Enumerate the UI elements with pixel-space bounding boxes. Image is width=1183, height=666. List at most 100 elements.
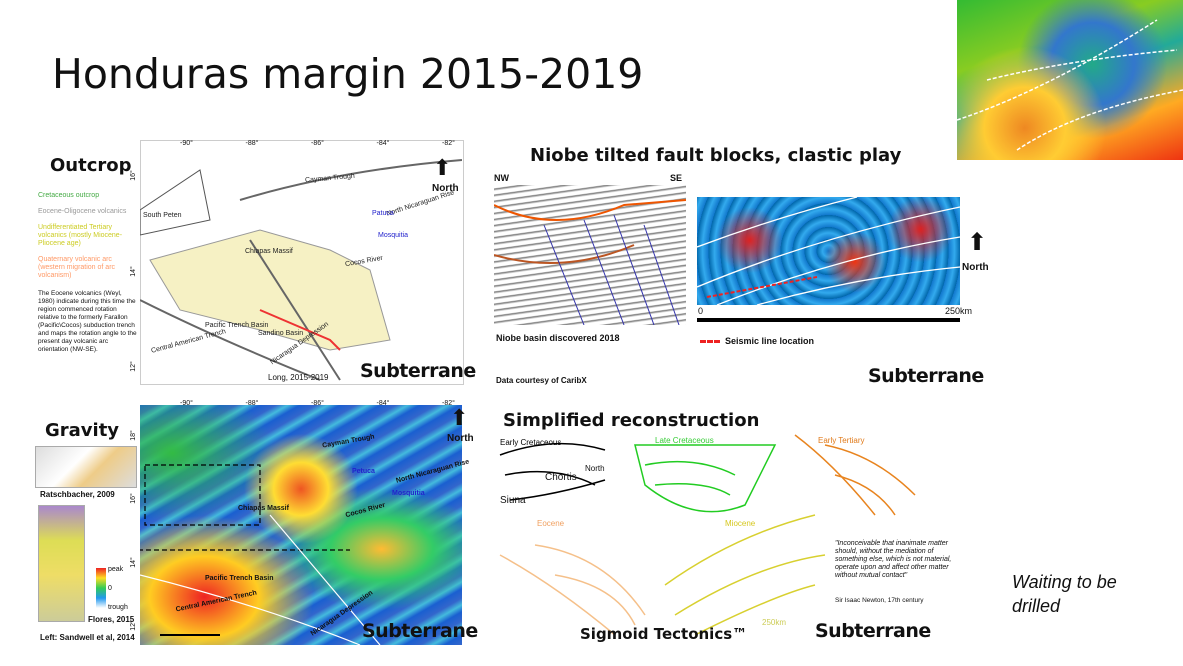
shape bbox=[140, 169, 211, 236]
lon-tick-label: -82° bbox=[442, 400, 455, 407]
caption: Niobe basin discovered 2018 bbox=[496, 333, 620, 343]
lat-tick-label: 16° bbox=[129, 493, 137, 505]
logo: Subterrane bbox=[362, 620, 478, 642]
shape bbox=[494, 244, 635, 264]
shape bbox=[554, 574, 636, 626]
inset-map bbox=[35, 446, 137, 488]
map-label: Patuca bbox=[372, 210, 394, 217]
footer: Sigmoid Tectonics™ bbox=[580, 625, 748, 643]
lon-tick-label: -82° bbox=[442, 140, 455, 147]
shape bbox=[1016, 89, 1183, 151]
outcrop-note: The Eocene volcanics (Weyl, 1980) indica… bbox=[38, 290, 137, 353]
shape bbox=[794, 434, 916, 516]
shape bbox=[494, 199, 686, 221]
inset-caption: Ratschbacher, 2009 bbox=[40, 490, 115, 499]
shape bbox=[716, 236, 960, 305]
shape bbox=[834, 474, 896, 516]
shape bbox=[144, 464, 261, 526]
shape bbox=[986, 49, 1178, 81]
block-label: Siuna bbox=[500, 495, 526, 506]
shape bbox=[499, 434, 916, 636]
north-label: North bbox=[432, 183, 459, 194]
shape bbox=[499, 442, 606, 456]
shape bbox=[249, 239, 341, 381]
logo: Subterrane bbox=[815, 620, 931, 642]
map-label: South Peten bbox=[143, 212, 182, 219]
label: SE bbox=[670, 173, 683, 183]
panel-heading: Niobe tilted fault blocks, clastic play bbox=[530, 145, 902, 166]
shape bbox=[706, 276, 818, 298]
shape bbox=[674, 554, 826, 616]
shape bbox=[654, 483, 731, 496]
seismic-map-faults bbox=[697, 197, 960, 305]
shape bbox=[140, 574, 361, 645]
colorbar-label: peak bbox=[108, 566, 124, 573]
map-label: Sandino Basin bbox=[258, 330, 304, 337]
shape bbox=[583, 219, 625, 325]
shape bbox=[957, 19, 1183, 151]
map-label: Pacific Trench Basin bbox=[205, 575, 274, 582]
shape bbox=[509, 479, 606, 501]
legend-entry: Cretaceous outcrop bbox=[38, 192, 100, 199]
stage-label: Eocene bbox=[537, 519, 565, 528]
north-arrow: ⬆ bbox=[433, 155, 452, 180]
shape bbox=[694, 584, 816, 636]
lon-tick-label: -90° bbox=[180, 140, 193, 147]
lat-tick-label: 16° bbox=[129, 170, 137, 181]
block-label: Chortis bbox=[545, 472, 577, 483]
shape bbox=[643, 224, 680, 325]
shape bbox=[499, 544, 646, 636]
colorbar-label: trough bbox=[108, 604, 128, 611]
shape bbox=[239, 159, 462, 201]
shape bbox=[149, 229, 391, 351]
reconstruction-sketches bbox=[499, 434, 916, 636]
map-label: Chiapas Massif bbox=[238, 505, 289, 512]
panel-heading: Simplified reconstruction bbox=[503, 410, 760, 431]
lat-tick-label: 18° bbox=[129, 430, 137, 441]
colorbar bbox=[96, 568, 106, 608]
north-arrow: ⬆ bbox=[450, 405, 469, 430]
outcrop-map-shapes bbox=[140, 159, 462, 381]
lon-tick-label: -86° bbox=[311, 400, 324, 407]
shape bbox=[494, 199, 686, 264]
credit: Data courtesy of CaribX bbox=[496, 376, 587, 385]
lon-tick-label: -84° bbox=[376, 400, 390, 407]
inset-map bbox=[38, 505, 85, 622]
shape bbox=[634, 444, 777, 513]
quote-author: Sir Isaac Newton, 17th century bbox=[835, 597, 924, 604]
north-label: North bbox=[962, 262, 989, 273]
stage-label: Miocene bbox=[725, 519, 756, 528]
shape bbox=[613, 214, 655, 325]
lon-tick-label: -88° bbox=[245, 140, 259, 147]
shape bbox=[824, 444, 916, 496]
lon-tick-label: -84° bbox=[376, 140, 390, 147]
shape bbox=[756, 266, 960, 305]
thumbnail-faults bbox=[957, 19, 1183, 151]
scale-bar bbox=[697, 318, 960, 322]
legend-entry: Undifferentiated Tertiary volcanics (mos… bbox=[38, 224, 123, 247]
map-label: Pacific Trench Basin bbox=[205, 322, 269, 329]
shape bbox=[543, 224, 585, 325]
shape bbox=[259, 309, 341, 351]
scale-label: 250km bbox=[945, 306, 973, 316]
logo: Subterrane bbox=[360, 360, 476, 382]
panel-heading: Gravity bbox=[45, 420, 120, 441]
lon-tick-label: -88° bbox=[245, 400, 259, 407]
map-label: Chiapas Massif bbox=[245, 248, 293, 255]
gravity-overlay bbox=[140, 464, 381, 645]
shape bbox=[140, 464, 350, 551]
logo: Subterrane bbox=[868, 365, 984, 387]
lat-tick-label: 12° bbox=[129, 361, 137, 372]
shape bbox=[634, 444, 777, 513]
shape bbox=[499, 442, 606, 501]
shape bbox=[534, 544, 646, 616]
lon-tick-label: -90° bbox=[180, 400, 193, 407]
credit: Left: Sandwell et al, 2014 bbox=[40, 633, 135, 642]
slide-title: Honduras margin 2015-2019 bbox=[52, 50, 644, 98]
legend-swatch bbox=[700, 340, 720, 343]
shape bbox=[697, 206, 960, 288]
scale-label: 250km bbox=[762, 618, 787, 627]
map-label: Mosquitia bbox=[378, 232, 408, 239]
panel-heading: Outcrop bbox=[50, 155, 132, 176]
